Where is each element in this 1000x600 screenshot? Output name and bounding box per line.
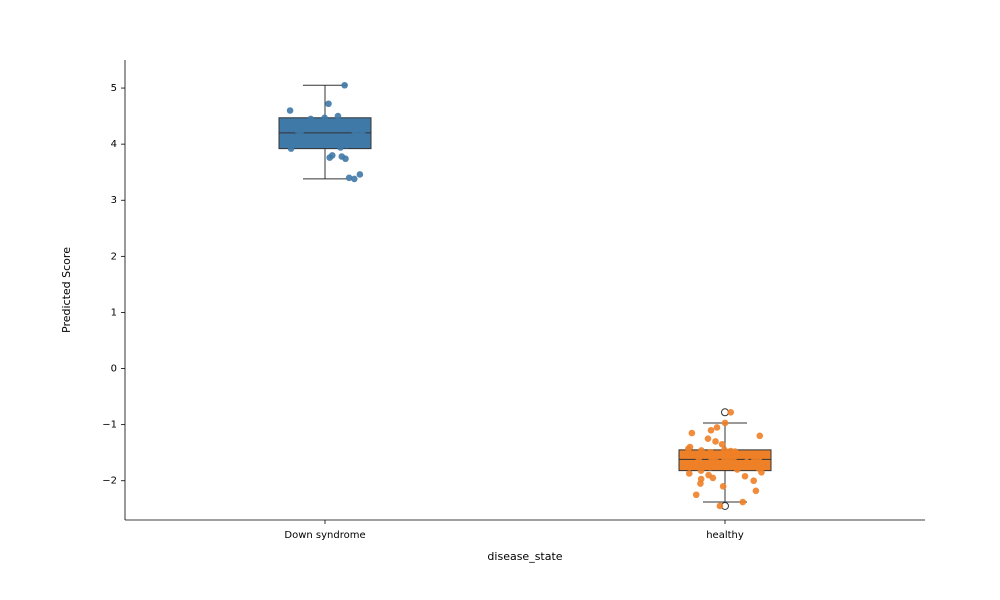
data-point [708, 455, 715, 462]
data-point [755, 456, 762, 463]
data-point [742, 473, 749, 480]
data-point [698, 476, 705, 483]
data-point [687, 444, 694, 451]
y-tick-label: 1 [111, 307, 117, 318]
y-tick-label: 0 [111, 364, 117, 375]
data-point [693, 491, 700, 498]
data-point [742, 452, 749, 459]
data-point [341, 82, 348, 89]
data-point [333, 124, 340, 131]
y-tick-label: −1 [102, 420, 117, 431]
data-point [686, 470, 693, 477]
data-point [717, 503, 724, 510]
data-point [335, 113, 342, 120]
data-point [689, 461, 696, 468]
data-point [727, 448, 734, 455]
boxplot-chart: −2 −1 0 1 2 3 4 5 Down syndrome healthy Predicted … [0, 0, 1000, 600]
data-point [689, 430, 696, 437]
data-point [712, 438, 719, 445]
x-tick-label: Down syndrome [284, 530, 365, 541]
x-axis-label: disease_state [487, 550, 562, 563]
data-point [347, 123, 354, 130]
y-tick-label: 3 [111, 195, 117, 206]
chart-svg: −2 −1 0 1 2 3 4 5 Down syndrome healthy Predicted … [0, 0, 1000, 600]
data-point [733, 463, 740, 470]
data-point [719, 441, 726, 448]
data-point [753, 488, 760, 495]
y-tick-label: 4 [111, 139, 117, 150]
data-point [340, 135, 347, 142]
data-point [705, 472, 712, 479]
data-point [708, 427, 715, 434]
data-point [308, 136, 315, 143]
data-point [287, 107, 294, 114]
data-point [338, 153, 345, 160]
data-point [294, 127, 301, 134]
data-point [755, 465, 762, 472]
data-point [756, 433, 763, 440]
y-axis-label: Predicted Score [60, 247, 73, 333]
data-point [722, 420, 729, 427]
y-tick-label: 5 [111, 83, 117, 94]
data-point [325, 100, 332, 107]
data-point [743, 459, 750, 466]
y-tick-label: −2 [102, 476, 117, 487]
data-point [296, 121, 303, 128]
data-point [288, 145, 295, 152]
y-tick-label: 2 [111, 251, 117, 262]
data-point [720, 483, 727, 490]
data-point [337, 144, 344, 151]
data-point [707, 449, 714, 456]
data-point [698, 447, 705, 454]
data-point [343, 142, 350, 149]
data-point [727, 409, 734, 416]
data-point [695, 457, 702, 464]
data-point [352, 130, 359, 137]
data-point [698, 467, 705, 474]
data-point [357, 171, 364, 178]
x-tick-label: healthy [706, 530, 744, 541]
data-point [705, 435, 712, 442]
data-point [359, 131, 366, 138]
data-point [714, 424, 721, 431]
data-point [707, 464, 714, 471]
data-point [758, 451, 765, 458]
data-point [346, 175, 353, 182]
data-point [329, 152, 336, 159]
data-point [321, 114, 328, 121]
data-point [750, 477, 757, 484]
data-point [739, 499, 746, 506]
data-point [307, 116, 314, 123]
